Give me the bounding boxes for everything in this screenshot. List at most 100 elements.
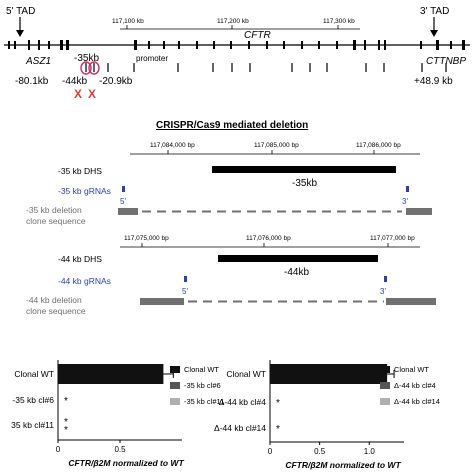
exon	[163, 41, 165, 49]
del44-row-label-2: clone sequence	[26, 306, 86, 316]
promoter-label: promoter	[136, 54, 168, 63]
legend-label: -35 kb cl#11	[184, 397, 224, 406]
exon	[148, 41, 150, 49]
grna44-row-label: -44 kb gRNAs	[58, 276, 111, 286]
dhs44-bar-label: -44kb	[284, 267, 309, 278]
exon	[266, 41, 268, 49]
exon	[38, 40, 40, 50]
legend-label: -35 kb cl#6	[184, 381, 221, 390]
dhs35-row-label: -35 kb DHS	[58, 166, 102, 176]
exon	[48, 41, 50, 49]
category-label: Δ-44 kb cl#4	[219, 397, 267, 407]
del35-flank-left	[118, 208, 138, 215]
del44-flank-left	[140, 298, 184, 305]
grna35-5-label: 5'	[120, 197, 126, 206]
del44-row-label-1: -44 kb deletion	[26, 295, 82, 305]
coord35-label: 117,085,000 bp	[254, 142, 299, 149]
legend-label: Clonal WT	[394, 365, 429, 374]
legend-label: Δ-44 kb cl#14	[394, 397, 440, 406]
legend-swatch	[380, 366, 390, 373]
x-tick-label: 0.5	[314, 447, 326, 456]
significance-mark: *	[276, 398, 280, 409]
exon	[8, 41, 10, 49]
deletion-title: CRISPR/Cas9 mediated deletion	[156, 120, 308, 131]
significance-mark: *	[276, 424, 280, 435]
significance-mark: *	[64, 425, 68, 436]
x-axis-label: CFTR/β2M normalized to WT	[68, 458, 184, 468]
panel35: 117,084,000 bp 117,085,000 bp 117,086,00…	[26, 142, 432, 226]
dhs44-row-label: -44 kb DHS	[58, 254, 102, 264]
legend-swatch	[380, 398, 390, 405]
exon	[213, 41, 215, 49]
exon	[301, 41, 303, 49]
x-axis-label: CFTR/β2M normalized to WT	[285, 460, 401, 470]
legend-label: Clonal WT	[184, 365, 219, 374]
dhs35-label: -35kb	[74, 53, 99, 64]
bar	[270, 364, 388, 384]
grna35-3-label: 3'	[402, 197, 408, 206]
del44-flank-right	[386, 298, 436, 305]
scale-label: 117,100 kb	[112, 18, 144, 25]
exon	[436, 40, 439, 50]
exon	[14, 41, 16, 49]
del35-row-label-2: clone sequence	[26, 216, 86, 226]
exon	[450, 41, 452, 49]
coord44-label: 117,075,000 bp	[124, 235, 169, 242]
legend-label: Δ-44 kb cl#4	[394, 381, 436, 390]
dhs35-bar	[212, 166, 396, 173]
exon	[196, 41, 198, 49]
exon	[462, 40, 465, 50]
grna35-3-marker	[406, 186, 409, 192]
tad3-arrowhead	[430, 30, 438, 37]
exon	[283, 41, 285, 49]
coord35-label: 117,084,000 bp	[150, 142, 195, 149]
grna44-3-marker	[384, 276, 387, 282]
exon	[230, 41, 232, 49]
exon	[384, 40, 386, 50]
legend-swatch	[170, 398, 180, 405]
exon	[420, 41, 422, 49]
exon	[248, 41, 250, 49]
exon	[28, 40, 30, 50]
exon	[134, 40, 137, 50]
x-mark-44: X	[74, 87, 82, 101]
legend-swatch	[170, 366, 180, 373]
dhs35-bar-label: -35kb	[292, 178, 317, 189]
scale-label: 117,300 kb	[323, 18, 355, 25]
x-mark-35: X	[88, 87, 96, 101]
x-tick-label: 0	[268, 447, 273, 456]
coord35-label: 117,086,000 bp	[356, 142, 401, 149]
bar	[58, 364, 164, 384]
locus-panel: 5' TAD 3' TAD 117,100 kb 117,200 kb 117,…	[4, 6, 470, 101]
category-label: Clonal WT	[14, 369, 54, 379]
tad3-label: 3' TAD	[420, 6, 449, 17]
dist-left-label: -80.1kb	[15, 76, 49, 87]
tad5-arrowhead	[16, 30, 24, 37]
exon	[336, 41, 338, 49]
x-tick-label: 0	[56, 445, 61, 454]
gene-asz1-label: ASZ1	[25, 56, 51, 67]
chart-44kb: 0 0.5 1.0 Clonal WT Δ-44 kb cl#4 * Δ-44 kb cl#…	[214, 360, 440, 470]
category-label: -35 kb cl#6	[12, 395, 54, 405]
del35-flank-right	[406, 208, 432, 215]
gene-cttnbp-label: CTTNBP	[426, 56, 466, 67]
legend-swatch	[380, 382, 390, 389]
tad5-label: 5' TAD	[6, 6, 35, 17]
dhs20-label: -20.9kb	[99, 76, 133, 87]
dhs44-circle	[80, 61, 92, 75]
significance-mark: *	[64, 396, 68, 407]
grna35-5-marker	[122, 186, 125, 192]
significance-mark: *	[64, 417, 68, 428]
grna44-3-label: 3'	[380, 287, 386, 296]
dhs44-bar	[218, 255, 378, 262]
grna44-5-marker	[184, 276, 187, 282]
grna35-row-label: -35 kb gRNAs	[58, 186, 111, 196]
exon	[178, 41, 180, 49]
gene-cftr-label: CFTR	[244, 30, 271, 41]
del35-row-label-1: -35 kb deletion	[26, 205, 82, 215]
x-tick-label: 0.5	[114, 445, 126, 454]
legend-swatch	[170, 382, 180, 389]
exon	[378, 40, 380, 50]
